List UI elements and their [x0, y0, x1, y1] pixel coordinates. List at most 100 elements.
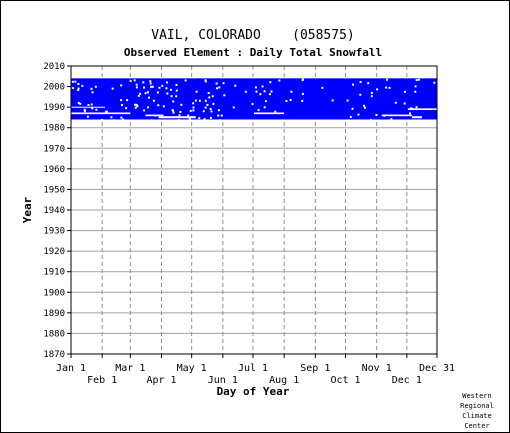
missing-day-speck [290, 90, 293, 93]
missing-day-speck [376, 88, 379, 91]
y-tick-label: 1980 [43, 124, 65, 134]
vertical-gridlines [101, 66, 408, 354]
missing-day-speck [120, 99, 123, 102]
missing-day-speck [175, 95, 178, 98]
missing-day-speck [359, 80, 362, 83]
missing-day-speck [433, 81, 436, 84]
y-tick-label: 1910 [43, 268, 65, 278]
missing-day-speck [149, 80, 152, 83]
missing-day-speck [135, 103, 138, 106]
x-tick-label: Apr 1 [146, 375, 176, 386]
missing-day-speck [254, 86, 257, 89]
missing-day-speck [210, 110, 213, 113]
missing-day-speck [289, 98, 292, 101]
missing-day-speck [144, 92, 147, 95]
missing-day-speck [414, 85, 417, 88]
missing-day-speck [136, 105, 139, 108]
missing-day-speck [135, 86, 138, 89]
missing-day-speck [202, 110, 205, 113]
missing-day-speck [403, 90, 406, 93]
missing-data-patch [381, 114, 412, 117]
missing-day-speck [90, 103, 93, 106]
missing-day-speck [122, 118, 125, 121]
missing-day-speck [234, 84, 237, 87]
missing-day-speck [91, 91, 94, 94]
missing-day-speck [175, 84, 178, 87]
missing-day-speck [212, 102, 215, 105]
missing-day-speck [216, 87, 219, 90]
missing-day-speck [301, 99, 304, 102]
missing-data-patch [71, 106, 106, 108]
missing-day-speck [351, 107, 354, 110]
y-tick-label: 1940 [43, 206, 65, 216]
missing-day-speck [192, 102, 195, 105]
missing-day-speck [385, 86, 388, 89]
y-axis-ticks: 1870 1880 1890 1900 1910 1920 1930 1940 1950 1960… [43, 62, 71, 360]
x-tick-label: Sep 1 [300, 363, 330, 374]
missing-day-speck [146, 91, 149, 94]
missing-day-speck [270, 90, 273, 93]
y-tick-label: 2000 [43, 83, 65, 93]
missing-data-patch [254, 112, 285, 115]
missing-day-speck [87, 103, 90, 106]
missing-day-speck [369, 119, 372, 122]
missing-day-speck [352, 83, 355, 86]
missing-day-speck [134, 103, 137, 106]
missing-day-speck [143, 86, 146, 89]
missing-day-speck [165, 87, 168, 90]
missing-day-speck [301, 92, 304, 95]
x-tick-label: May 1 [177, 363, 207, 374]
missing-day-speck [120, 103, 123, 106]
missing-day-speck [217, 109, 220, 112]
missing-day-speck [388, 86, 391, 89]
missing-day-speck [178, 114, 181, 117]
missing-day-speck [194, 99, 197, 102]
y-tick-label: 2010 [43, 62, 65, 72]
missing-day-speck [113, 119, 116, 122]
missing-day-speck [161, 84, 164, 87]
missing-day-speck [218, 86, 221, 89]
missing-day-speck [95, 108, 98, 111]
credit-line-4: Center [464, 422, 489, 430]
missing-day-speck [359, 93, 362, 96]
y-tick-label: 1880 [43, 329, 65, 339]
y-axis-label: Year [21, 196, 34, 223]
missing-day-speck [156, 91, 159, 94]
x-tick-label: Mar 1 [115, 363, 145, 374]
missing-day-speck [111, 87, 114, 90]
missing-day-speck [264, 100, 267, 103]
y-tick-label: 1920 [43, 247, 65, 257]
missing-day-speck [120, 84, 123, 87]
missing-day-speck [386, 78, 389, 81]
missing-day-speck [357, 113, 360, 116]
missing-day-speck [217, 114, 220, 117]
missing-day-speck [105, 110, 108, 113]
missing-day-speck [218, 119, 221, 122]
missing-day-speck [278, 79, 281, 82]
missing-data-patch [71, 112, 131, 115]
x-tick-label: Jan 1 [56, 363, 86, 374]
missing-day-speck [331, 99, 334, 102]
missing-day-speck [370, 95, 373, 98]
missing-day-speck [195, 90, 198, 93]
missing-day-speck [180, 103, 183, 106]
x-tick-label: Feb 1 [87, 375, 117, 386]
missing-day-speck [137, 94, 140, 97]
missing-day-speck [204, 80, 207, 83]
missing-day-speck [172, 111, 175, 114]
missing-day-speck [417, 78, 420, 81]
missing-day-speck [263, 90, 266, 93]
missing-day-speck [409, 112, 412, 115]
missing-day-speck [150, 119, 153, 122]
missing-day-speck [255, 90, 258, 93]
missing-data-patch [411, 116, 422, 119]
missing-day-speck [346, 99, 349, 102]
missing-day-speck [208, 96, 211, 99]
y-tick-label: 1950 [43, 185, 65, 195]
missing-day-speck [192, 106, 195, 109]
missing-day-speck [215, 82, 218, 85]
missing-day-speck [101, 118, 104, 121]
x-tick-label: Oct 1 [330, 375, 360, 386]
